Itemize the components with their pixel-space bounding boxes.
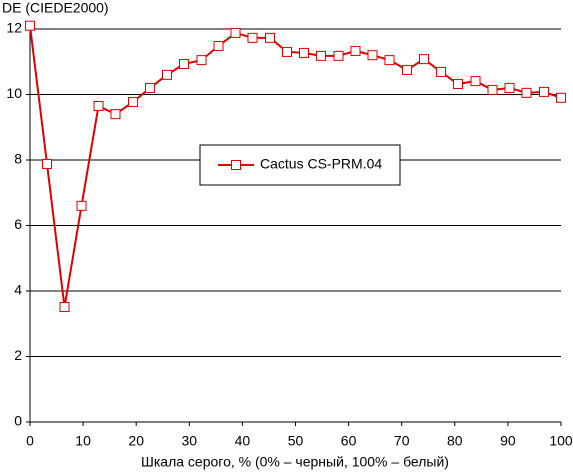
marker [487,84,498,95]
marker [93,100,104,111]
x-tick-label: 20 [128,433,144,449]
y-tick-label: 10 [6,85,22,101]
marker [521,87,532,98]
legend-marker [231,160,241,170]
legend-label: Cactus CS-PRM.04 [260,156,382,172]
marker [367,50,378,61]
marker [419,54,430,65]
marker [110,109,121,120]
y-tick-label: 6 [14,216,22,232]
marker [25,20,35,31]
marker [76,200,87,211]
marker [41,158,52,169]
marker [350,45,361,56]
marker [230,27,241,38]
y-tick-label: 2 [14,347,22,363]
x-tick-label: 90 [500,433,516,449]
marker [282,46,293,57]
marker [213,41,224,52]
marker [435,66,446,77]
marker [298,47,309,58]
x-tick-label: 40 [235,433,251,449]
x-tick-label: 70 [394,433,410,449]
x-tick-label: 100 [549,433,573,449]
marker [470,76,481,87]
marker [161,69,172,80]
marker [59,302,70,313]
marker [402,64,413,75]
y-tick-label: 12 [6,20,22,36]
x-tick-label: 50 [288,433,304,449]
y-tick-label: 8 [14,151,22,167]
marker [265,32,276,43]
y-axis-label: DE (CIEDE2000) [2,0,109,16]
x-axis-label: Шкала серого, % (0% – черный, 100% – бел… [141,454,449,470]
marker [384,55,395,66]
x-tick-label: 0 [26,433,34,449]
marker [128,97,139,108]
marker [315,50,326,61]
x-tick-label: 10 [75,433,91,449]
marker [504,82,515,93]
marker [247,32,258,43]
marker [178,59,189,70]
marker [333,50,344,61]
x-tick-label: 30 [182,433,198,449]
marker [196,55,207,66]
x-tick-label: 80 [447,433,463,449]
marker [145,82,156,93]
y-tick-label: 4 [14,282,22,298]
marker [452,79,463,90]
marker [556,92,566,103]
x-tick-label: 60 [341,433,357,449]
marker [539,86,550,97]
y-tick-label: 0 [14,413,22,429]
